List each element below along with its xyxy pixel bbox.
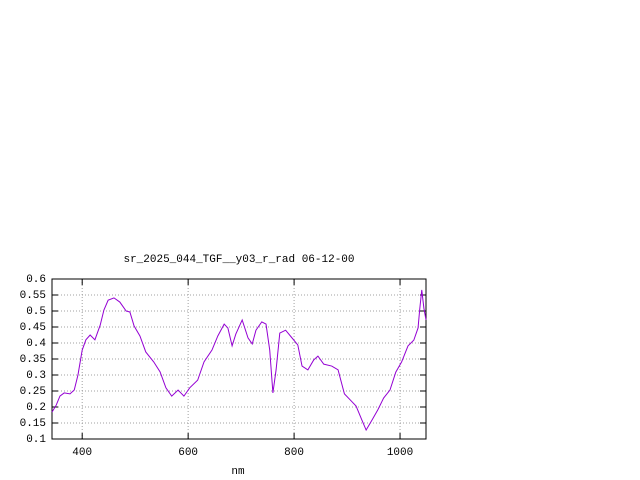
y-tick-label: 0.45 [20, 322, 46, 334]
y-tick-label: 0.1 [26, 434, 46, 446]
y-tick-label: 0.2 [26, 402, 46, 414]
x-axis-label: nm [231, 466, 245, 478]
y-tick-label: 0.55 [20, 290, 46, 302]
y-tick-label: 0.3 [26, 370, 46, 382]
y-tick-label: 0.35 [20, 354, 46, 366]
x-tick-label: 600 [178, 447, 198, 459]
plot-frame [51, 278, 427, 440]
y-tick-label: 0.5 [26, 306, 46, 318]
y-tick-label: 0.4 [26, 338, 46, 350]
y-tick-label: 0.15 [20, 418, 46, 430]
x-tick-label: 800 [284, 447, 304, 459]
y-tick-label: 0.25 [20, 386, 46, 398]
x-tick-label: 400 [72, 447, 92, 459]
x-tick-label: 1000 [387, 447, 413, 459]
data-line [51, 289, 427, 432]
chart-title: sr_2025_044_TGF__y03_r_rad 06-12-00 [123, 254, 354, 266]
y-tick-label: 0.6 [26, 274, 46, 286]
